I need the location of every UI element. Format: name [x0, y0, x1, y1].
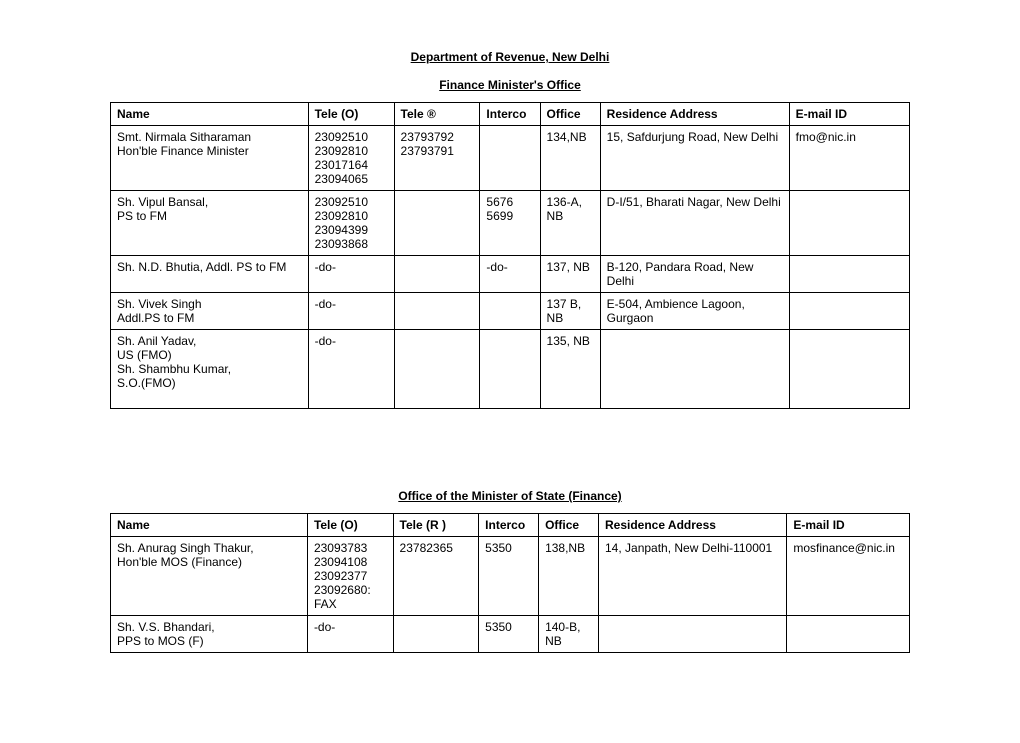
table-header-row: Name Tele (O) Tele (R ) Interco Office R… — [111, 514, 910, 537]
col-tele-o: Tele (O) — [308, 103, 394, 126]
cell-email — [789, 191, 909, 256]
cell-residence: D-I/51, Bharati Nagar, New Delhi — [600, 191, 789, 256]
cell-residence: B-120, Pandara Road, New Delhi — [600, 256, 789, 293]
cell-office: 136-A, NB — [540, 191, 600, 256]
cell-email — [787, 616, 910, 653]
cell-residence: 14, Janpath, New Delhi-110001 — [599, 537, 787, 616]
cell-interco: 5350 — [479, 537, 539, 616]
cell-email: fmo@nic.in — [789, 126, 909, 191]
table-row: Sh. Vivek Singh Addl.PS to FM -do- 137 B… — [111, 293, 910, 330]
cell-tele-r — [394, 191, 480, 256]
cell-office: 137 B, NB — [540, 293, 600, 330]
cell-interco: -do- — [480, 256, 540, 293]
cell-tele-r — [393, 616, 479, 653]
col-email: E-mail ID — [789, 103, 909, 126]
cell-tele-o: -do- — [307, 616, 393, 653]
cell-name: Sh. N.D. Bhutia, Addl. PS to FM — [111, 256, 309, 293]
cell-office: 138,NB — [539, 537, 599, 616]
table-row: Sh. N.D. Bhutia, Addl. PS to FM -do- -do… — [111, 256, 910, 293]
cell-interco — [480, 126, 540, 191]
cell-email — [789, 256, 909, 293]
document-title: Department of Revenue, New Delhi — [110, 50, 910, 64]
col-tele-r: Tele ® — [394, 103, 480, 126]
table-header-row: Name Tele (O) Tele ® Interco Office Resi… — [111, 103, 910, 126]
cell-email: mosfinance@nic.in — [787, 537, 910, 616]
col-residence: Residence Address — [600, 103, 789, 126]
cell-email — [789, 330, 909, 409]
cell-name: Sh. Anurag Singh Thakur, Hon'ble MOS (Fi… — [111, 537, 308, 616]
cell-residence: E-504, Ambience Lagoon, Gurgaon — [600, 293, 789, 330]
cell-email — [789, 293, 909, 330]
table-row: Smt. Nirmala Sitharaman Hon'ble Finance … — [111, 126, 910, 191]
col-name: Name — [111, 514, 308, 537]
cell-tele-r: 23782365 — [393, 537, 479, 616]
col-interco: Interco — [479, 514, 539, 537]
cell-tele-r — [394, 330, 480, 409]
cell-name: Sh. V.S. Bhandari, PPS to MOS (F) — [111, 616, 308, 653]
cell-tele-o: 23093783 23094108 23092377 23092680: FAX — [307, 537, 393, 616]
cell-tele-o: 23092510 23092810 23094399 23093868 — [308, 191, 394, 256]
col-email: E-mail ID — [787, 514, 910, 537]
section1-table: Name Tele (O) Tele ® Interco Office Resi… — [110, 102, 910, 409]
cell-tele-o: -do- — [308, 330, 394, 409]
cell-name: Sh. Anil Yadav, US (FMO) Sh. Shambhu Kum… — [111, 330, 309, 409]
cell-interco: 5676 5699 — [480, 191, 540, 256]
col-interco: Interco — [480, 103, 540, 126]
cell-residence — [599, 616, 787, 653]
cell-tele-o: 23092510 23092810 23017164 23094065 — [308, 126, 394, 191]
cell-name: Smt. Nirmala Sitharaman Hon'ble Finance … — [111, 126, 309, 191]
col-tele-r: Tele (R ) — [393, 514, 479, 537]
cell-tele-o: -do- — [308, 256, 394, 293]
cell-tele-r — [394, 293, 480, 330]
col-residence: Residence Address — [599, 514, 787, 537]
cell-interco — [480, 293, 540, 330]
table-row: Sh. Vipul Bansal, PS to FM 23092510 2309… — [111, 191, 910, 256]
cell-office: 134,NB — [540, 126, 600, 191]
table-row: Sh. V.S. Bhandari, PPS to MOS (F) -do- 5… — [111, 616, 910, 653]
cell-interco: 5350 — [479, 616, 539, 653]
cell-residence — [600, 330, 789, 409]
table-row: Sh. Anil Yadav, US (FMO) Sh. Shambhu Kum… — [111, 330, 910, 409]
table-row: Sh. Anurag Singh Thakur, Hon'ble MOS (Fi… — [111, 537, 910, 616]
cell-office: 137, NB — [540, 256, 600, 293]
col-office: Office — [539, 514, 599, 537]
col-tele-o: Tele (O) — [307, 514, 393, 537]
cell-tele-r: 23793792 23793791 — [394, 126, 480, 191]
section2-table: Name Tele (O) Tele (R ) Interco Office R… — [110, 513, 910, 653]
cell-tele-o: -do- — [308, 293, 394, 330]
section2-heading: Office of the Minister of State (Finance… — [110, 489, 910, 503]
cell-office: 135, NB — [540, 330, 600, 409]
col-office: Office — [540, 103, 600, 126]
cell-interco — [480, 330, 540, 409]
cell-name: Sh. Vivek Singh Addl.PS to FM — [111, 293, 309, 330]
col-name: Name — [111, 103, 309, 126]
cell-name: Sh. Vipul Bansal, PS to FM — [111, 191, 309, 256]
cell-residence: 15, Safdurjung Road, New Delhi — [600, 126, 789, 191]
cell-tele-r — [394, 256, 480, 293]
cell-office: 140-B, NB — [539, 616, 599, 653]
section1-heading: Finance Minister's Office — [110, 78, 910, 92]
